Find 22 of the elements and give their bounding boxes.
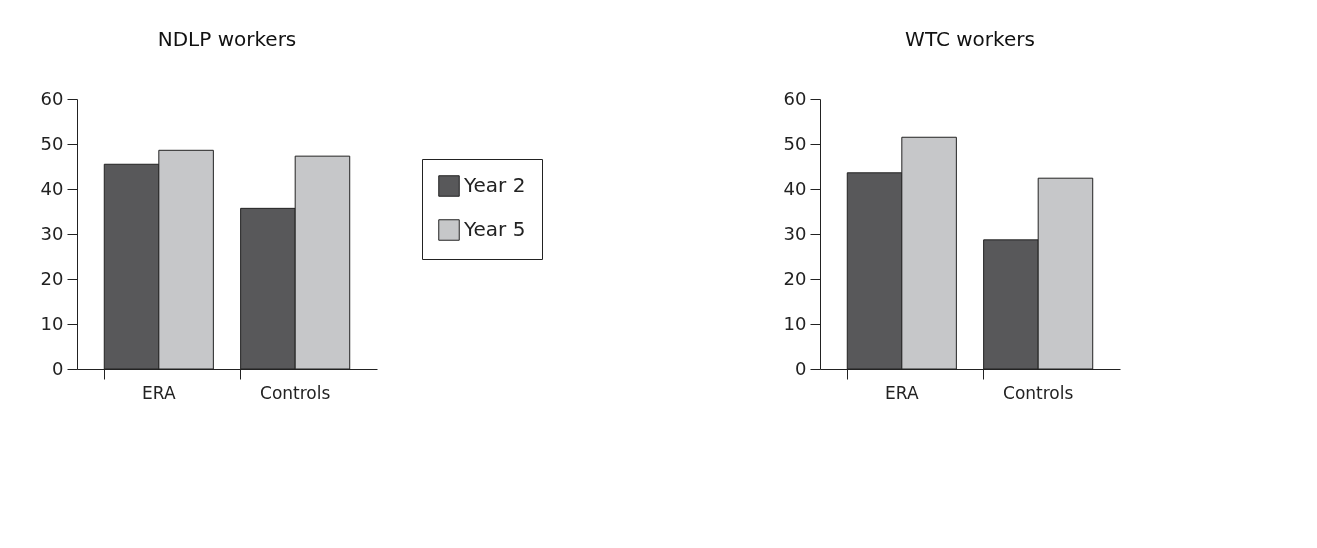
y-tick-label: 60 bbox=[40, 87, 64, 109]
y-tick-label: 50 bbox=[40, 132, 64, 154]
y-tick-label: 60 bbox=[783, 87, 807, 109]
legend-label: Year 2 bbox=[463, 173, 526, 197]
y-tick-label: 0 bbox=[795, 357, 807, 379]
y-tick-label: 20 bbox=[783, 267, 807, 289]
y-tick-label: 20 bbox=[40, 267, 64, 289]
chart-title: WTC workers bbox=[905, 27, 1035, 51]
y-tick-label: 30 bbox=[783, 222, 807, 244]
y-tick-label: 10 bbox=[40, 312, 64, 334]
chart-title: NDLP workers bbox=[157, 27, 297, 51]
y-tick-label: 40 bbox=[40, 177, 64, 199]
x-tick-label: ERA bbox=[142, 382, 176, 403]
y-tick-label: 50 bbox=[783, 132, 807, 154]
y-tick-label: 40 bbox=[783, 177, 807, 199]
x-tick-label: Controls bbox=[260, 382, 331, 403]
y-tick-label: 0 bbox=[52, 357, 64, 379]
x-tick-label: Controls bbox=[1003, 382, 1074, 403]
y-tick-label: 30 bbox=[40, 222, 64, 244]
x-tick-label: ERA bbox=[885, 382, 919, 403]
legend-label: Year 5 bbox=[463, 217, 526, 241]
y-tick-label: 10 bbox=[783, 312, 807, 334]
